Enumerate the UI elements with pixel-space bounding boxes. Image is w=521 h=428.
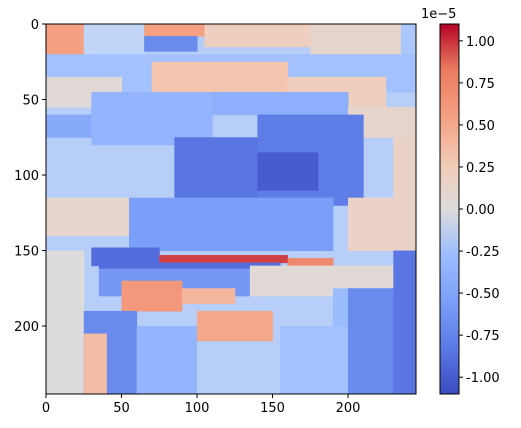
heatmap-region (151, 61, 289, 93)
y-tick-label: 50 (22, 94, 39, 109)
heatmap-region (197, 310, 274, 342)
heatmap-region (98, 262, 281, 270)
colorbar (439, 23, 460, 395)
heatmap-region (91, 247, 160, 267)
heatmap-region (212, 91, 349, 116)
heatmap-region (46, 24, 85, 55)
colorbar-tick-label: -0.50 (466, 287, 500, 302)
x-tick-label: 100 (185, 401, 210, 416)
colorbar-tick-label: 0.00 (466, 203, 495, 218)
heatmap-region (91, 91, 213, 146)
heatmap-region (310, 24, 402, 55)
heatmap-region (136, 326, 198, 394)
y-tick-label: 150 (14, 245, 39, 260)
colorbar-scale-label: 1e−5 (421, 7, 456, 22)
heatmap-region (121, 280, 183, 312)
heatmap-region (83, 24, 145, 55)
heatmap-region (83, 333, 107, 394)
heatmap-region (46, 250, 85, 394)
heatmap-region (348, 197, 416, 252)
y-tick-label: 200 (14, 320, 39, 335)
heatmap-region (129, 197, 334, 252)
x-tick-label: 200 (336, 401, 361, 416)
heatmap-region (257, 152, 319, 191)
y-tick-label: 100 (14, 169, 39, 184)
colorbar-tick-label: 0.25 (466, 161, 495, 176)
heatmap-region (393, 250, 416, 394)
colorbar-tick-label: -1.00 (466, 371, 500, 386)
colorbar-tick-label: 1.00 (466, 35, 495, 50)
colorbar-tick-label: -0.25 (466, 245, 500, 260)
y-axis-ticks: 0 50 100 150 200 (14, 18, 46, 335)
heatmap-region (144, 36, 198, 52)
x-tick-label: 0 (42, 401, 50, 416)
heatmap-region (287, 258, 334, 267)
heatmap-region (144, 24, 206, 37)
colorbar-ticks: -1.00 -0.75 -0.50 -0.25 0.00 0.25 0.50 0.75 1.00 (459, 35, 500, 386)
heatmap-cells (46, 24, 416, 394)
colorbar-tick-label: 0.50 (466, 119, 495, 134)
x-tick-label: 150 (260, 401, 285, 416)
heatmap-region (159, 255, 289, 264)
heatmap-region (46, 114, 92, 138)
heatmap-region (204, 24, 311, 48)
x-tick-label: 50 (113, 401, 130, 416)
colorbar-tick-label: -0.75 (466, 329, 500, 344)
plot-frame (45, 23, 417, 395)
heatmap-region (181, 288, 236, 304)
heatmap-region (197, 341, 281, 394)
x-axis-ticks: 0 50 100 150 200 (42, 394, 361, 416)
y-tick-label: 0 (31, 18, 39, 33)
heatmap-region (393, 137, 416, 206)
colorbar-tick-label: 0.75 (466, 77, 495, 92)
